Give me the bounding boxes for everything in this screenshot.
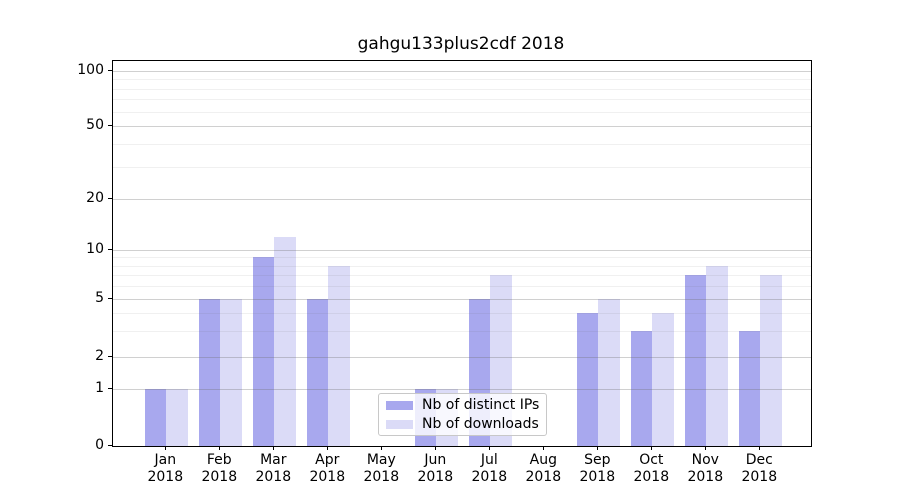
- bar-apr-downloads: [328, 265, 350, 446]
- gridline-2: [113, 357, 811, 358]
- legend-label: Nb of downloads: [422, 415, 539, 432]
- bar-sep-downloads: [598, 299, 620, 446]
- gridline-20: [113, 199, 811, 200]
- x-tick-mark: [381, 446, 383, 450]
- x-tick-label-jul: Jul 2018: [471, 452, 508, 485]
- gridline-50: [113, 126, 811, 127]
- bar-dec-downloads: [760, 275, 782, 446]
- x-tick-mark: [759, 446, 761, 450]
- x-tick-label-apr: Apr 2018: [309, 452, 346, 485]
- x-tick-mark: [165, 446, 167, 450]
- x-tick-mark: [327, 446, 329, 450]
- gridline-70: [113, 99, 811, 101]
- bar-jan-distinct-ips: [144, 389, 167, 446]
- x-tick-label-may: May 2018: [363, 452, 400, 485]
- legend-swatch-downloads: [386, 419, 413, 429]
- bar-oct-distinct-ips: [630, 331, 653, 446]
- x-tick-mark: [651, 446, 653, 450]
- x-tick-mark: [273, 446, 275, 450]
- bar-feb-downloads: [220, 299, 242, 446]
- y-tick-mark: [108, 125, 112, 126]
- y-tick-mark: [108, 445, 112, 446]
- bar-sep-distinct-ips: [576, 313, 599, 446]
- y-tick-label: 50: [86, 117, 104, 133]
- legend: Nb of distinct IPs Nb of downloads: [378, 393, 547, 436]
- gridline-6: [113, 286, 811, 288]
- x-tick-mark: [597, 446, 599, 450]
- gridline-90: [113, 79, 811, 81]
- x-tick-label-mar: Mar 2018: [255, 452, 292, 485]
- y-tick-label: 2: [95, 348, 104, 364]
- y-tick-label: 0: [95, 437, 104, 453]
- x-tick-mark: [705, 446, 707, 450]
- x-tick-mark: [219, 446, 221, 450]
- bar-nov-downloads: [706, 265, 728, 446]
- gridline-9: [113, 257, 811, 259]
- bar-dec-distinct-ips: [738, 331, 761, 446]
- bar-jan-downloads: [166, 389, 188, 446]
- x-tick-label-aug: Aug 2018: [525, 452, 562, 485]
- legend-swatch-distinct-ips: [386, 400, 413, 410]
- bar-mar-distinct-ips: [252, 257, 275, 446]
- y-tick-mark: [108, 249, 112, 250]
- bar-feb-distinct-ips: [198, 299, 221, 446]
- bar-apr-distinct-ips: [306, 299, 329, 446]
- y-tick-mark: [108, 356, 112, 357]
- x-tick-mark: [435, 446, 437, 450]
- x-tick-label-nov: Nov 2018: [687, 452, 724, 485]
- legend-item-distinct-ips: Nb of distinct IPs: [386, 397, 540, 414]
- bar-mar-downloads: [274, 236, 296, 446]
- gridline-5: [113, 299, 811, 300]
- x-tick-label-sep: Sep 2018: [579, 452, 616, 485]
- y-tick-label: 100: [77, 62, 104, 78]
- gridline-10: [113, 250, 811, 251]
- y-tick-mark: [108, 198, 112, 199]
- gridline-100: [113, 71, 811, 72]
- gridline-1: [113, 389, 811, 390]
- gridline-30: [113, 166, 811, 168]
- y-tick-mark: [108, 298, 112, 299]
- legend-label: Nb of distinct IPs: [422, 396, 540, 413]
- bar-oct-downloads: [652, 313, 674, 446]
- gridline-8: [113, 265, 811, 267]
- chart-title: gahgu133plus2cdf 2018: [357, 34, 565, 54]
- bar-nov-distinct-ips: [684, 275, 707, 446]
- y-tick-label: 5: [95, 290, 104, 306]
- x-tick-label-dec: Dec 2018: [741, 452, 778, 485]
- x-tick-mark: [543, 446, 545, 450]
- x-tick-label-jun: Jun 2018: [417, 452, 454, 485]
- gridline-60: [113, 111, 811, 113]
- y-tick-label: 1: [95, 380, 104, 396]
- plot-area: [112, 60, 812, 447]
- y-tick-mark: [108, 388, 112, 389]
- y-tick-mark: [108, 70, 112, 71]
- y-tick-label: 10: [86, 241, 104, 257]
- gridline-4: [113, 313, 811, 315]
- legend-item-downloads: Nb of downloads: [386, 416, 540, 433]
- x-tick-label-feb: Feb 2018: [201, 452, 238, 485]
- x-tick-label-jan: Jan 2018: [147, 452, 184, 485]
- gridline-40: [113, 143, 811, 145]
- gridline-3: [113, 331, 811, 333]
- x-tick-mark: [489, 446, 491, 450]
- y-tick-label: 20: [86, 190, 104, 206]
- gridline-80: [113, 88, 811, 90]
- gridline-7: [113, 275, 811, 277]
- x-tick-label-oct: Oct 2018: [633, 452, 670, 485]
